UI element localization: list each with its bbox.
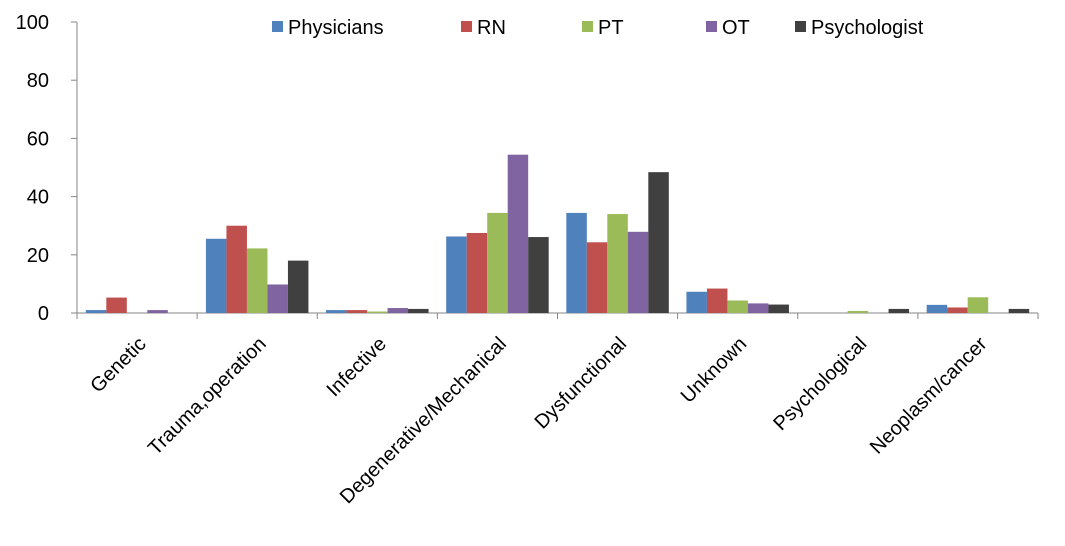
bar-pt-4 bbox=[487, 212, 508, 313]
bar-psychologist-4 bbox=[528, 237, 549, 313]
y-tick-label: 20 bbox=[27, 245, 49, 267]
bar-ot-2 bbox=[267, 284, 288, 313]
bar-physicians-6 bbox=[686, 291, 707, 313]
bar-physicians-3 bbox=[326, 310, 347, 313]
legend-swatch-psychologist bbox=[795, 21, 806, 32]
y-tick-label: 0 bbox=[38, 303, 49, 325]
legend-swatch-ot bbox=[706, 21, 717, 32]
y-tick-labels: 0 20 40 60 80 100 bbox=[16, 12, 49, 325]
bar-physicians-8 bbox=[926, 304, 948, 313]
bar-psychologist-3 bbox=[408, 308, 429, 313]
bar-pt-8 bbox=[967, 297, 989, 313]
bar-rn-6 bbox=[706, 288, 728, 313]
bar-physicians-2 bbox=[205, 238, 227, 313]
bar-ot-6 bbox=[747, 303, 769, 313]
legend-label: OT bbox=[722, 17, 750, 39]
y-tick-label: 80 bbox=[27, 70, 49, 92]
legend-label: RN bbox=[477, 17, 506, 39]
legend-label: PT bbox=[598, 17, 624, 39]
legend-label: Psychologist bbox=[811, 17, 924, 39]
bar-rn-3 bbox=[346, 310, 368, 313]
bar-psychologist-8 bbox=[1008, 308, 1030, 313]
legend-label: Physicians bbox=[288, 17, 384, 39]
bar-rn-2 bbox=[226, 225, 247, 313]
y-tick-label: 40 bbox=[27, 187, 49, 209]
category-label: Infective bbox=[323, 333, 391, 401]
bar-ot-3 bbox=[387, 308, 409, 313]
category-label: Neoplasm/cancer bbox=[866, 333, 992, 459]
bar-ot-4 bbox=[507, 154, 529, 313]
bar-rn-5 bbox=[586, 242, 608, 313]
bar-ot-1 bbox=[147, 310, 168, 313]
bar-rn-1 bbox=[106, 297, 127, 313]
bar-ot-5 bbox=[627, 231, 649, 313]
bar-rn-4 bbox=[466, 232, 488, 313]
bar-pt-3 bbox=[367, 311, 388, 313]
bar-physicians-5 bbox=[566, 212, 587, 313]
bar-rn-8 bbox=[947, 307, 968, 313]
bar-pt-5 bbox=[607, 214, 628, 313]
y-tick-label: 60 bbox=[27, 128, 49, 150]
bar-psychologist-6 bbox=[768, 304, 789, 313]
bar-psychologist-7 bbox=[888, 308, 910, 313]
bar-physicians-4 bbox=[446, 236, 467, 313]
legend-swatch-physicians bbox=[272, 21, 283, 32]
legend-swatch-rn bbox=[461, 21, 472, 32]
legend: Physicians RN PT OT Psychologist bbox=[272, 17, 924, 39]
category-label: Trauma,operation bbox=[144, 333, 271, 460]
y-tick-label: 100 bbox=[16, 12, 49, 34]
bars bbox=[85, 154, 1030, 313]
category-label: Psychological bbox=[769, 333, 871, 435]
bar-pt-6 bbox=[727, 300, 748, 313]
bar-pt-7 bbox=[847, 310, 869, 313]
bar-physicians-1 bbox=[85, 310, 107, 313]
legend-swatch-pt bbox=[582, 21, 593, 32]
category-label: Genetic bbox=[86, 333, 150, 397]
category-label: Dysfunctional bbox=[531, 333, 631, 433]
bar-psychologist-2 bbox=[287, 260, 309, 313]
bar-psychologist-5 bbox=[648, 172, 669, 313]
bar-pt-2 bbox=[246, 248, 268, 313]
category-label: Unknown bbox=[677, 333, 752, 408]
